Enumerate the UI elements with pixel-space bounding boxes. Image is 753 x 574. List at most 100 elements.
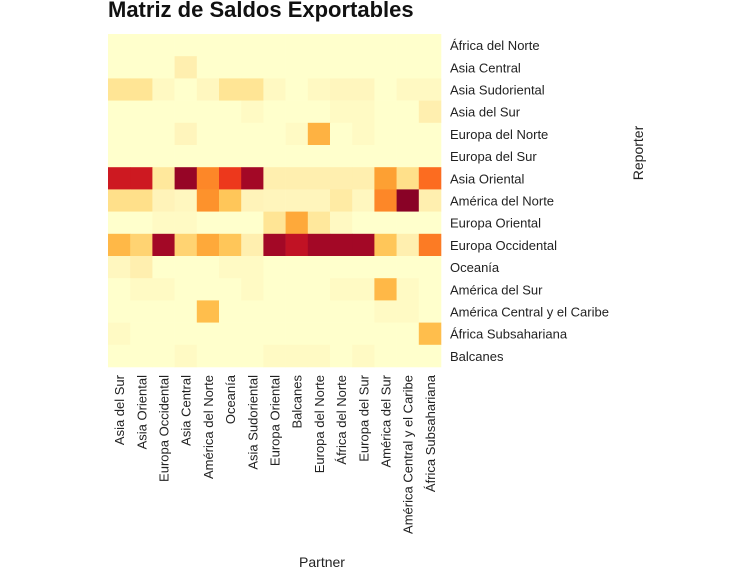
heatmap-cell <box>352 78 375 101</box>
heatmap-cell <box>263 167 286 190</box>
heatmap-cell <box>130 344 153 368</box>
heatmap-cell <box>396 189 420 212</box>
heatmap-cell <box>418 34 442 57</box>
heatmap-cell <box>330 167 353 190</box>
heatmap-cell <box>374 344 397 368</box>
heatmap-cell <box>307 167 331 190</box>
heatmap-cell <box>219 145 242 168</box>
heatmap-cell <box>330 233 353 257</box>
x-tick-label: Asia Oriental <box>134 375 149 450</box>
heatmap-cell <box>174 344 198 368</box>
heatmap-cell <box>307 122 331 146</box>
heatmap-cell <box>352 122 375 146</box>
y-tick-labels: África del Norte Asia Central Asia Sudorie… <box>450 38 609 364</box>
heatmap-cell <box>396 78 420 101</box>
heatmap-cell <box>174 300 198 323</box>
heatmap-cell <box>241 34 264 57</box>
x-tick-label: América Central y el Caribe <box>401 375 416 534</box>
heatmap-cell <box>152 256 175 279</box>
heatmap-cell <box>241 278 264 301</box>
heatmap-cell <box>396 344 420 368</box>
heatmap-cell <box>219 233 242 257</box>
heatmap-cell <box>152 100 175 124</box>
heatmap-cell <box>307 189 331 212</box>
heatmap-cell <box>219 256 242 279</box>
heatmap-cell <box>352 322 375 346</box>
chart-title: Matriz de Saldos Exportables <box>108 0 414 22</box>
heatmap-cell <box>418 56 442 79</box>
heatmap-cell <box>130 211 153 235</box>
heatmap-cell <box>152 211 175 235</box>
heatmap-cell <box>196 189 220 212</box>
heatmap-cell <box>152 300 175 323</box>
heatmap-cell <box>307 233 331 257</box>
heatmap-cell <box>418 167 442 190</box>
heatmap-cell <box>307 344 331 368</box>
heatmap-cell <box>241 256 264 279</box>
heatmap-cell <box>174 145 198 168</box>
heatmap-cell <box>374 122 397 146</box>
heatmap-cell <box>196 34 220 57</box>
heatmap-cell <box>174 233 198 257</box>
heatmap-cell <box>307 322 331 346</box>
heatmap-cell <box>263 322 286 346</box>
heatmap-cell <box>152 322 175 346</box>
heatmap-cell <box>418 122 442 146</box>
heatmap-cell <box>418 189 442 212</box>
y-tick-label: Europa del Norte <box>450 127 548 142</box>
heatmap-cell <box>196 300 220 323</box>
heatmap-cell <box>241 233 264 257</box>
x-tick-label: Europa Occidental <box>157 375 172 482</box>
heatmap-cell <box>263 278 286 301</box>
heatmap-cell <box>263 100 286 124</box>
heatmap-cell <box>285 145 309 168</box>
heatmap-cell <box>130 145 153 168</box>
heatmap-cell <box>374 211 397 235</box>
heatmap-cell <box>396 167 420 190</box>
heatmap-cell <box>285 211 309 235</box>
heatmap-cell <box>130 189 153 212</box>
y-axis-label: Reporter <box>630 125 646 180</box>
heatmap-cell <box>174 167 198 190</box>
heatmap-cell <box>196 344 220 368</box>
x-tick-label: Asia del Sur <box>112 374 127 445</box>
heatmap-cell <box>108 122 131 146</box>
heatmap-cell <box>330 344 353 368</box>
y-tick-label: América Central y el Caribe <box>450 305 609 320</box>
heatmap-cell <box>285 122 309 146</box>
heatmap-cell <box>196 322 220 346</box>
heatmap-cell <box>196 233 220 257</box>
heatmap-cell <box>263 211 286 235</box>
heatmap-cell <box>241 322 264 346</box>
heatmap-cell <box>396 233 420 257</box>
heatmap-cell <box>374 100 397 124</box>
heatmap-cell <box>418 278 442 301</box>
heatmap-cell <box>174 34 198 57</box>
heatmap-cell <box>196 256 220 279</box>
heatmap-cell <box>152 122 175 146</box>
y-tick-label: Asia del Sur <box>450 105 521 120</box>
heatmap-cell <box>174 78 198 101</box>
y-tick-label: África del Norte <box>450 38 540 53</box>
heatmap-cell <box>241 100 264 124</box>
x-tick-label: Asia Sudoriental <box>245 375 260 470</box>
heatmap-cell <box>219 300 242 323</box>
x-tick-label: Europa Oriental <box>268 375 283 466</box>
heatmap-cell <box>152 56 175 79</box>
x-tick-label: Europa del Norte <box>312 375 327 473</box>
heatmap-cell <box>330 300 353 323</box>
heatmap-cell <box>263 233 286 257</box>
heatmap-cell <box>352 167 375 190</box>
heatmap-cell <box>330 145 353 168</box>
heatmap-cell <box>263 300 286 323</box>
heatmap-cell <box>174 256 198 279</box>
heatmap-cell <box>196 122 220 146</box>
heatmap-cell <box>374 278 397 301</box>
heatmap-cell <box>374 34 397 57</box>
heatmap-cell <box>396 56 420 79</box>
heatmap-cell <box>130 278 153 301</box>
y-tick-label: Europa Occidental <box>450 238 557 253</box>
heatmap-cell <box>196 100 220 124</box>
heatmap-cell <box>307 145 331 168</box>
